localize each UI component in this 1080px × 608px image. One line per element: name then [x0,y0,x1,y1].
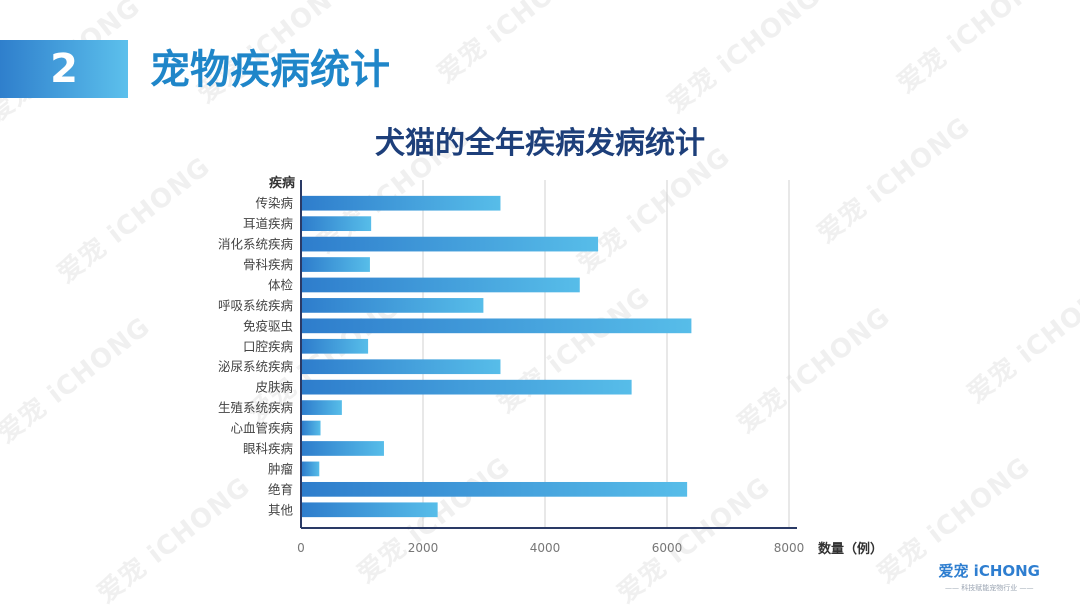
bar [302,502,438,518]
brand-tagline: —— 科技赋能宠物行业 —— [945,584,1034,592]
page-title: 宠物疾病统计 [150,47,390,93]
category-label: 体检 [268,277,294,292]
bar [302,400,342,415]
bar [302,257,370,272]
category-label: 心血管疾病 [230,421,293,436]
section-number: 2 [50,46,78,92]
bar [302,441,384,456]
category-label: 耳道疾病 [243,216,293,231]
bar [302,236,599,252]
category-label: 呼吸系统疾病 [218,298,293,313]
section-number-band [0,40,128,98]
category-label: 肿瘤 [268,461,294,476]
bar [302,359,501,375]
bar [302,195,501,211]
bar [302,216,372,232]
bar [302,420,321,436]
category-label: 其他 [268,502,294,517]
bar [302,277,580,293]
brand-logo: 爱宠 iCHONG —— 科技赋能宠物行业 —— [938,560,1040,593]
bar [302,379,632,395]
bar [302,338,369,354]
bar [302,298,484,313]
category-label: 消化系统疾病 [218,237,293,252]
category-label: 生殖系统疾病 [218,400,293,415]
x-tick-label: 4000 [530,541,561,555]
x-axis-title: 数量（例） [818,541,883,557]
x-tick-label: 8000 [774,541,805,555]
x-tick-label: 6000 [652,541,683,555]
brand-name: 爱宠 iCHONG [938,562,1040,580]
bar [302,461,320,477]
category-label: 泌尿系统疾病 [218,359,293,374]
category-label: 口腔疾病 [243,339,293,354]
category-label: 免疫驱虫 [243,318,293,333]
category-label: 骨科疾病 [243,257,293,272]
bar [302,481,688,497]
bar [302,318,692,334]
x-tick-label: 2000 [408,541,439,555]
y-axis-title: 疾病 [269,175,295,191]
category-label: 传染病 [255,196,293,211]
chart-title: 犬猫的全年疾病发病统计 [375,126,705,161]
category-label: 绝育 [268,482,293,497]
x-tick-label: 0 [297,541,305,555]
category-label: 眼科疾病 [243,441,293,456]
category-label: 皮肤病 [255,380,293,395]
